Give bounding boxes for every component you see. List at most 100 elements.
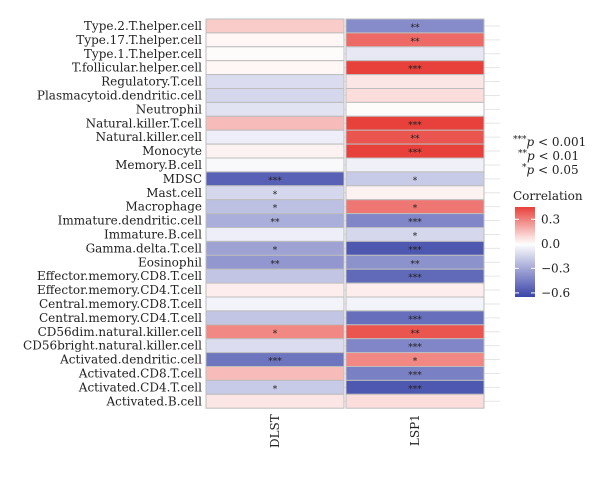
row-label: Activated.B.cell — [105, 394, 202, 408]
significance-key-entry: *p < 0.05 — [522, 163, 579, 177]
significance-star: *** — [408, 246, 422, 256]
significance-star: *** — [268, 357, 282, 367]
row-label: Neutrophil — [136, 102, 202, 116]
legend-tick-label: 0.0 — [541, 237, 560, 251]
heatmap-cell — [205, 60, 345, 76]
row-label: Macrophage — [126, 200, 202, 214]
row-label: Eosinophil — [138, 255, 202, 269]
significance-key: ***p < 0.001**p < 0.01*p < 0.05 — [513, 135, 586, 177]
heatmap-cell — [345, 296, 485, 312]
heatmap-cell — [345, 74, 485, 89]
row-label: Central.memory.CD4.T.cell — [39, 311, 202, 325]
heatmap-cell — [205, 310, 345, 326]
row-label: Natural.killer.cell — [96, 130, 203, 144]
legend-tick-label: −0.3 — [541, 261, 570, 275]
heatmap-cell — [345, 157, 485, 173]
column-label: DLST — [268, 414, 282, 448]
row-label: Regulatory.T.cell — [101, 75, 202, 89]
significance-key-entry: ***p < 0.001 — [513, 135, 586, 149]
row-label: Mast.cell — [146, 186, 202, 200]
column-labels: DLST LSP1 — [268, 414, 422, 448]
heatmap-cell — [205, 46, 345, 62]
row-label: CD56dim.natural.killer.cell — [38, 325, 203, 339]
heatmap-cell — [205, 366, 345, 381]
row-label: Natural.killer.T.cell — [86, 116, 203, 130]
row-label: Type.17.T.helper.cell — [76, 33, 202, 47]
heatmap-cell — [205, 129, 345, 145]
significance-star: ** — [411, 135, 421, 145]
heatmap-cell — [205, 227, 345, 242]
row-label: CD56bright.natural.killer.cell — [23, 339, 202, 353]
significance-star: *** — [408, 315, 422, 325]
row-label: Plasmacytoid.dendritic.cell — [37, 88, 202, 102]
heatmap-cell — [345, 185, 485, 201]
significance-star: *** — [408, 274, 422, 284]
row-label: Activated.dendritic.cell — [59, 353, 202, 367]
significance-star: ** — [271, 260, 281, 270]
significance-star: * — [273, 190, 278, 200]
heatmap-cell — [205, 74, 345, 89]
significance-star: * — [413, 176, 418, 186]
heatmap-cell — [205, 268, 345, 284]
significance-star: *** — [408, 218, 422, 228]
row-label: Central.memory.CD8.T.cell — [39, 297, 202, 311]
significance-star: ** — [411, 329, 421, 339]
row-label: Immature.B.cell — [104, 227, 202, 241]
heatmap-cell — [345, 282, 485, 298]
significance-stars: ****************** *** *** ***** ***** ******… — [268, 23, 422, 394]
significance-star: * — [413, 232, 418, 242]
significance-star: *** — [408, 371, 422, 381]
significance-star: * — [273, 246, 278, 256]
heatmap-cell — [205, 143, 345, 159]
significance-star: *** — [408, 385, 422, 395]
heatmap-cell — [345, 46, 485, 62]
heatmap-cell — [205, 88, 345, 103]
significance-star: *** — [408, 121, 422, 131]
legend-title: Correlation — [513, 189, 583, 203]
row-label: MDSC — [163, 172, 202, 186]
row-label: Activated.CD8.T.cell — [78, 366, 202, 380]
row-label: Gamma.delta.T.cell — [86, 241, 203, 255]
row-label: Effector.memory.CD8.T.cell — [37, 269, 202, 283]
significance-star: * — [413, 204, 418, 214]
row-label: Memory.B.cell — [115, 158, 202, 172]
heatmap-cell — [205, 338, 345, 354]
significance-star: *** — [408, 65, 422, 75]
column-label: LSP1 — [408, 414, 422, 446]
heatmap-cell — [205, 101, 345, 117]
significance-star: *** — [408, 149, 422, 159]
legend-tick-label: −0.6 — [541, 286, 570, 300]
heatmap-cell — [205, 18, 345, 34]
row-label: Effector.memory.CD4.T.cell — [37, 283, 202, 297]
significance-star: ** — [411, 23, 421, 33]
significance-star: ** — [411, 37, 421, 47]
row-label: Monocyte — [142, 144, 202, 158]
heatmap-cell — [205, 32, 345, 48]
row-label: Immature.dendritic.cell — [58, 214, 202, 228]
significance-star: ** — [411, 260, 421, 270]
significance-star: * — [273, 385, 278, 395]
heatmap-cell — [345, 88, 485, 103]
significance-star: ** — [271, 218, 281, 228]
color-legend: Correlation 0.3 0.0 −0.3 −0.6 — [513, 189, 583, 300]
legend-tick-label: 0.3 — [541, 212, 560, 226]
row-label: Activated.CD4.T.cell — [78, 380, 202, 394]
significance-star: * — [413, 357, 418, 367]
heatmap-cell — [205, 115, 345, 131]
significance-key-entry: **p < 0.01 — [518, 149, 579, 163]
heatmap-cell — [205, 296, 345, 312]
row-label: Type.2.T.helper.cell — [84, 19, 202, 33]
row-label: T.follicular.helper.cell — [72, 61, 202, 75]
row-label: Type.1.T.helper.cell — [84, 47, 202, 61]
heatmap-cell — [205, 393, 345, 409]
legend-colorbar — [515, 207, 535, 297]
heatmap-cell — [345, 393, 485, 409]
significance-star: *** — [268, 176, 282, 186]
significance-star: *** — [408, 343, 422, 353]
significance-star: * — [273, 204, 278, 214]
heatmap-cell — [345, 101, 485, 117]
heatmap-cells — [205, 18, 485, 409]
heatmap-cell — [205, 157, 345, 173]
significance-star: * — [273, 329, 278, 339]
